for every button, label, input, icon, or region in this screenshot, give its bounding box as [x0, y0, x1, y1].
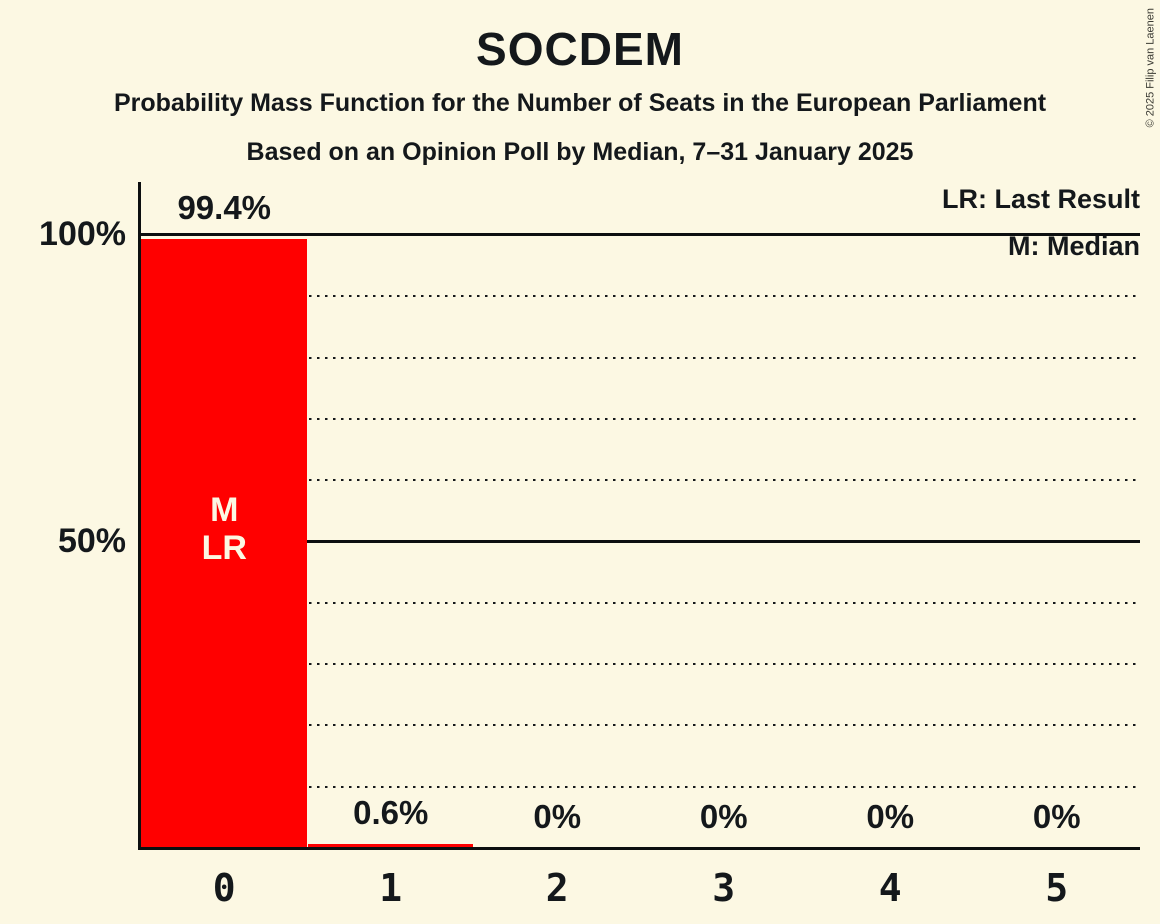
legend-last-result: LR: Last Result	[941, 184, 1140, 214]
x-tick-5: 5	[1045, 866, 1069, 910]
chart-title: SOCDEM	[476, 23, 684, 75]
y-axis-line	[138, 182, 141, 850]
value-label-seats-3: 0%	[699, 798, 748, 835]
chart-subtitle-line1: Probability Mass Function for the Number…	[113, 89, 1047, 117]
gridline-dotted-70	[141, 417, 1140, 420]
x-tick-0: 0	[212, 866, 236, 910]
value-label-seats-2: 0%	[533, 798, 582, 835]
gridline-solid-100	[141, 233, 1140, 236]
value-label-seats-0: 99.4%	[177, 188, 272, 226]
gridline-dotted-20	[141, 724, 1140, 727]
gridline-dotted-40	[141, 601, 1140, 604]
y-tick-100: 100%	[39, 215, 126, 253]
bar-seats-1	[307, 844, 473, 848]
gridline-dotted-60	[141, 479, 1140, 482]
gridline-dotted-30	[141, 663, 1140, 666]
bar-seats-0	[141, 238, 307, 848]
value-label-seats-4: 0%	[866, 798, 915, 835]
value-label-seats-5: 0%	[1032, 798, 1081, 835]
copyright-container: © 2025 Filip van Laenen	[1130, 8, 1156, 198]
x-tick-1: 1	[379, 866, 403, 910]
bar-annotation-m-lr: M LR	[201, 491, 247, 568]
x-tick-4: 4	[878, 866, 902, 910]
gridline-solid-50	[141, 539, 1140, 543]
y-tick-50: 50%	[57, 521, 126, 560]
gridline-dotted-90	[141, 295, 1140, 298]
x-tick-3: 3	[712, 866, 736, 910]
gridline-dotted-10	[141, 785, 1140, 788]
gridline-dotted-80	[141, 356, 1140, 359]
x-tick-2: 2	[545, 866, 569, 910]
x-axis-line	[138, 847, 1140, 850]
legend-median: M: Median	[1008, 231, 1140, 261]
value-label-seats-1: 0.6%	[353, 794, 429, 832]
copyright-note: © 2025 Filip van Laenen	[1144, 8, 1156, 128]
chart-subtitle-line2: Based on an Opinion Poll by Median, 7–31…	[246, 138, 914, 166]
